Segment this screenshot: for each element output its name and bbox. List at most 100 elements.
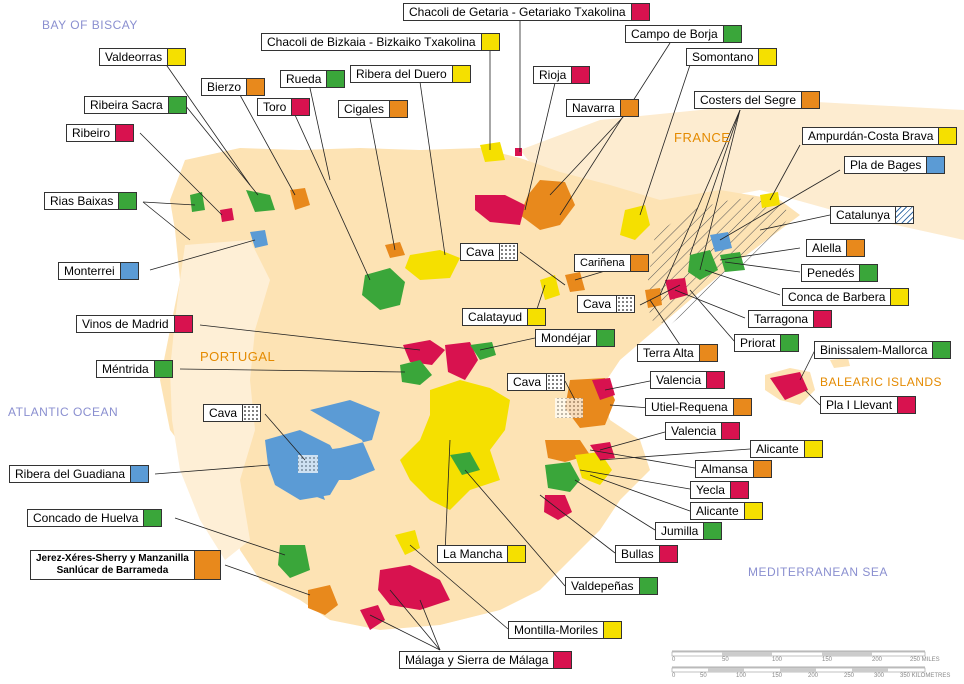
label-text: Cariñena [580,257,625,269]
label-text: Toro [263,100,287,114]
label-ampurdan: Ampurdán-Costa Brava [802,127,958,145]
color-swatch [638,578,657,594]
label-catalunya: Catalunya [830,206,915,224]
label-binissalem: Binissalem-Mallorca [814,341,952,359]
label-mondejar: Mondéjar [535,329,616,347]
label-text: Montilla-Moriles [514,623,599,637]
label-text: Valdeorras [105,50,163,64]
label-text: Chacoli de Bizkaia - Bizkaiko Txakolina [267,35,476,49]
label-text: Navarra [572,101,615,115]
color-swatch [616,296,635,312]
color-swatch [729,482,748,498]
label-text: Jerez-Xéres-Sherry y Manzanilla Sanlúcar … [31,551,194,579]
color-swatch [703,523,722,539]
color-swatch [758,49,777,65]
label-vinos-madrid: Vinos de Madrid [76,315,193,333]
label-chacoli-bizkaia: Chacoli de Bizkaia - Bizkaiko Txakolina [261,33,500,51]
color-swatch [246,79,265,95]
label-alicante-2: Alicante [690,502,763,520]
scale-bar [671,650,926,673]
label-carinena: Cariñena [574,254,649,272]
color-swatch [722,26,741,42]
label-text: Mondéjar [541,331,592,345]
color-swatch [451,66,470,82]
color-swatch [115,125,134,141]
scale-miles-tick: 50 [722,657,729,663]
label-ribeiro: Ribeiro [66,124,135,142]
label-text: Concado de Huelva [33,511,139,525]
label-text: Valdepeñas [571,579,634,593]
label-text: Costers del Segre [700,93,797,107]
color-swatch [897,397,916,413]
label-text-line-1: Jerez-Xéres-Sherry y Manzanilla [36,553,189,564]
color-swatch [326,71,345,87]
color-swatch [801,92,820,108]
label-campo-borja: Campo de Borja [625,25,742,43]
color-swatch [118,193,137,209]
color-swatch [143,510,162,526]
label-text: Ribeiro [72,126,111,140]
color-swatch [130,466,149,482]
label-bullas: Bullas [615,545,678,563]
label-text: Valencia [671,424,717,438]
sea-label-mediterranean: MEDITERRANEAN SEA [748,565,888,579]
label-text: Alella [812,241,842,255]
label-text: Bullas [621,547,654,561]
color-swatch [658,546,677,562]
color-swatch [780,335,799,351]
color-swatch [932,342,951,358]
scale-km-tick: 0 [672,673,676,679]
color-swatch [153,361,172,377]
label-text: Cava [513,375,542,389]
color-swatch [895,207,914,223]
label-text: Utiel-Requena [651,400,728,414]
label-text: Binissalem-Mallorca [820,343,928,357]
label-text: Rioja [539,68,567,82]
country-label-france: FRANCE [674,130,731,145]
sea-label-atlantic: ATLANTIC OCEAN [8,405,119,419]
color-swatch [546,374,565,390]
label-text: Ribeira Sacra [90,98,163,112]
color-swatch [596,330,615,346]
label-text: Méntrida [102,362,149,376]
portugal-land [170,240,270,560]
label-monterrei: Monterrei [58,262,139,280]
label-jumilla: Jumilla [655,522,723,540]
label-cigales: Cigales [338,100,409,118]
label-somontano: Somontano [686,48,778,66]
color-swatch [480,34,499,50]
label-tarragona: Tarragona [748,310,833,328]
label-text: Calatayud [468,310,523,324]
label-la-mancha: La Mancha [437,545,527,563]
menorca-land [830,358,850,368]
color-swatch [571,67,590,83]
scale-km-tick: 300 [874,673,885,679]
scale-km-tick: 200 [808,673,819,679]
scale-miles-tick: 150 [822,657,833,663]
label-text: Rueda [286,72,322,86]
label-penedes: Penedés [801,264,879,282]
label-valdepenas: Valdepeñas [565,577,658,595]
color-swatch [743,503,762,519]
label-text: Almansa [701,462,748,476]
sea-label-bay-of-biscay: BAY OF BISCAY [42,18,138,32]
color-swatch [752,461,771,477]
color-swatch [193,551,220,579]
scale-km-tick: 50 [700,673,707,679]
color-swatch [698,345,717,361]
label-text: Monterrei [64,264,115,278]
scale-miles-tick: 0 [672,657,676,663]
label-conca-barbera: Conca de Barbera [782,288,910,306]
label-text: Pla de Bages [850,158,922,172]
label-text: Penedés [807,266,855,280]
color-swatch [553,652,572,668]
color-swatch [242,405,261,421]
label-terra-alta: Terra Alta [637,344,718,362]
label-text: Tarragona [754,312,809,326]
scale-miles-tick: 100 [772,657,783,663]
label-text: Cava [466,245,495,259]
label-text: Terra Alta [643,346,694,360]
scale-miles-tick: 250 MILES [910,657,940,663]
scale-km-tick: 350 KILOMETRES [900,673,951,679]
label-pla-bages: Pla de Bages [844,156,946,174]
